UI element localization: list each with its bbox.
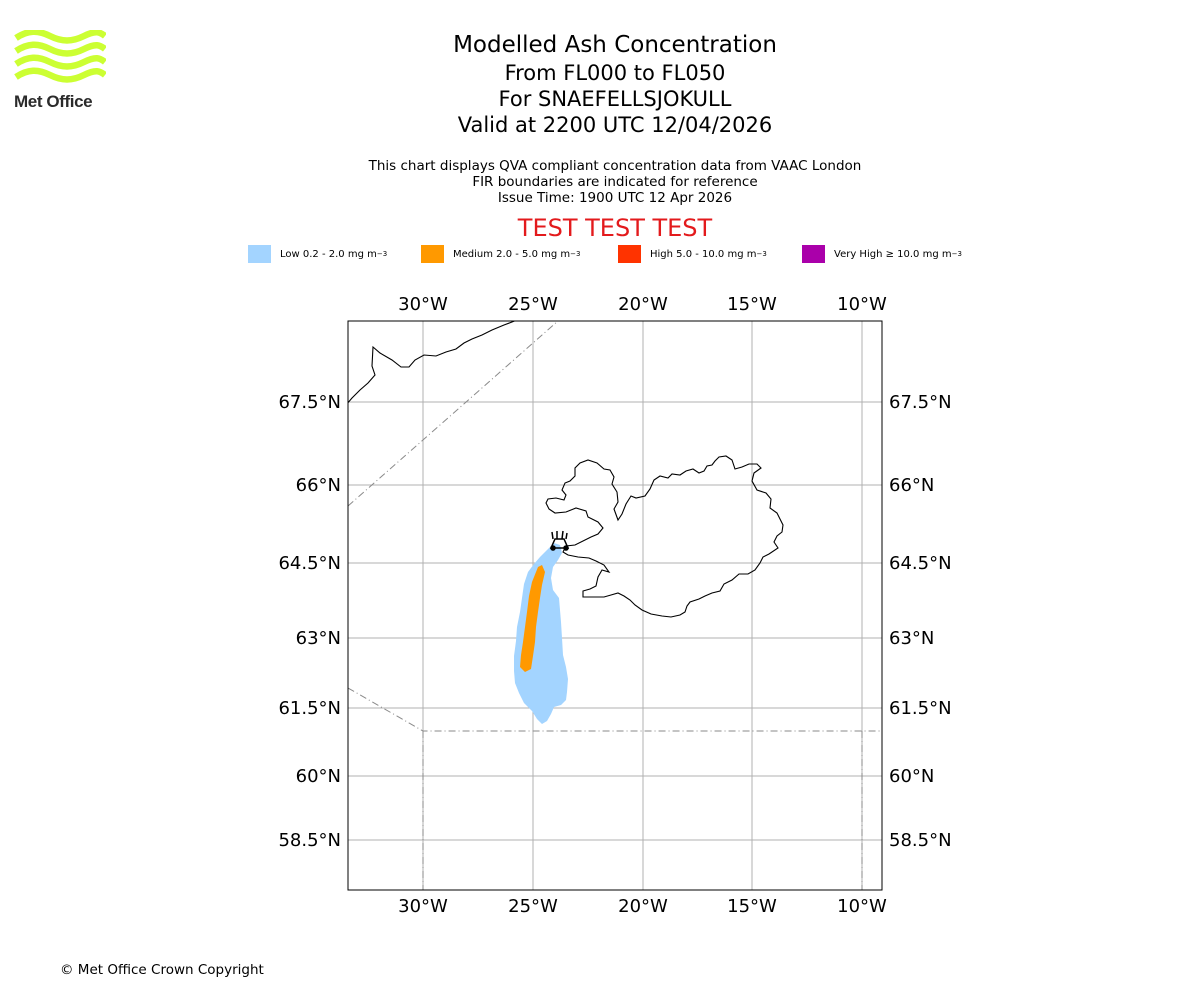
legend-item-high: High 5.0 - 10.0 mg m −3 [618,245,767,263]
volcano-icon [549,530,570,551]
legend-item-medium: Medium 2.0 - 5.0 mg m −3 [421,245,580,263]
lon-labels-top: 30°W 25°W 20°W 15°W 10°W [398,294,887,315]
lon-label: 10°W [837,896,887,917]
copyright: © Met Office Crown Copyright [60,962,264,978]
qva-note: This chart displays QVA compliant concen… [368,158,862,174]
chart-subtitle-block: This chart displays QVA compliant concen… [315,158,915,206]
fir-note: FIR boundaries are indicated for referen… [472,174,758,190]
lat-label: 61.5°N [889,698,952,719]
lon-label: 25°W [508,896,558,917]
lat-label: 58.5°N [278,830,341,851]
met-office-waves-icon [14,30,106,83]
legend-swatch-medium [421,245,444,263]
lat-label: 66°N [889,475,934,496]
lon-label: 25°W [508,294,558,315]
lat-label: 66°N [296,475,341,496]
legend-swatch-low [248,245,271,263]
fir-boundaries [348,321,882,890]
lon-label: 20°W [618,294,668,315]
lat-labels-left: 67.5°N 66°N 64.5°N 63°N 61.5°N 60°N 58.5… [278,392,341,851]
legend-item-low: Low 0.2 - 2.0 mg m −3 [248,245,387,263]
issue-time: Issue Time: 1900 UTC 12 Apr 2026 [497,190,733,206]
lon-label: 15°W [727,294,777,315]
legend-exp-low: −3 [376,250,388,258]
flight-level-range: From FL000 to FL050 [504,61,726,85]
chart-title: Modelled Ash Concentration [453,32,777,58]
lon-label: 15°W [727,896,777,917]
lat-label: 58.5°N [889,830,952,851]
legend-label-high: High 5.0 - 10.0 mg m [650,248,757,260]
lon-label: 30°W [398,896,448,917]
legend-exp-medium: −3 [570,250,581,258]
ash-medium-concentration [520,565,545,672]
test-banner: TEST TEST TEST [517,214,713,242]
legend-swatch-high [618,245,641,263]
valid-time: Valid at 2200 UTC 12/04/2026 [457,113,773,137]
legend-label-low: Low 0.2 - 2.0 mg m [280,248,377,260]
volcano-name: For SNAEFELLSJOKULL [498,87,732,111]
legend-label-very-high: Very High ≥ 10.0 mg m [834,248,952,260]
lat-label: 67.5°N [889,392,952,413]
graticule [348,321,882,890]
lon-label: 30°W [398,294,448,315]
lat-label: 64.5°N [889,553,952,574]
ash-low-concentration [514,543,568,724]
legend-swatch-very-high [802,245,825,263]
lat-label: 67.5°N [278,392,341,413]
lat-labels-right: 67.5°N 66°N 64.5°N 63°N 61.5°N 60°N 58.5… [889,392,952,851]
legend-label-medium: Medium 2.0 - 5.0 mg m [453,248,571,260]
met-office-logo: Met Office [14,30,106,111]
lat-label: 64.5°N [278,553,341,574]
legend-exp-very-high: −3 [951,250,962,258]
logo-text: Met Office [14,92,93,111]
chart-title-block: Modelled Ash Concentration From FL000 to… [315,30,915,138]
lat-label: 61.5°N [278,698,341,719]
lon-label: 10°W [837,294,887,315]
lat-label: 60°N [889,766,934,787]
iceland-coastline [545,455,784,618]
lat-label: 60°N [296,766,341,787]
greenland-coastline [348,321,516,404]
map-frame [347,320,883,891]
legend-item-very-high: Very High ≥ 10.0 mg m −3 [802,245,962,263]
lon-label: 20°W [618,896,668,917]
lon-labels-bottom: 30°W 25°W 20°W 15°W 10°W [398,896,887,917]
lat-label: 63°N [889,628,934,649]
lat-label: 63°N [296,628,341,649]
legend-exp-high: −3 [756,250,767,258]
